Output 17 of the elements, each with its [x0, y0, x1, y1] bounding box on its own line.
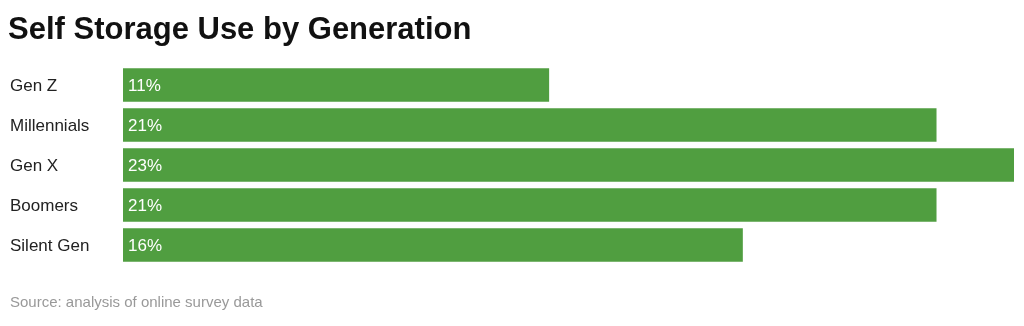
data-label: 11% [128, 75, 161, 95]
y-tick-label: Silent Gen [10, 235, 90, 255]
data-label: 21% [128, 195, 163, 215]
bar [123, 188, 937, 222]
y-tick-label: Millennials [10, 115, 90, 135]
bar [123, 68, 550, 102]
chart-title: Self Storage Use by Generation [8, 11, 472, 46]
data-label: 21% [128, 115, 163, 135]
bar [123, 228, 743, 262]
y-tick-label: Gen X [10, 155, 59, 175]
source-note: Source: analysis of online survey data [10, 293, 264, 310]
bar [123, 148, 1014, 182]
data-label: 16% [128, 235, 163, 255]
y-tick-label: Boomers [10, 195, 79, 215]
data-label: 23% [128, 155, 163, 175]
bar [123, 108, 937, 142]
y-tick-label: Gen Z [10, 75, 58, 95]
